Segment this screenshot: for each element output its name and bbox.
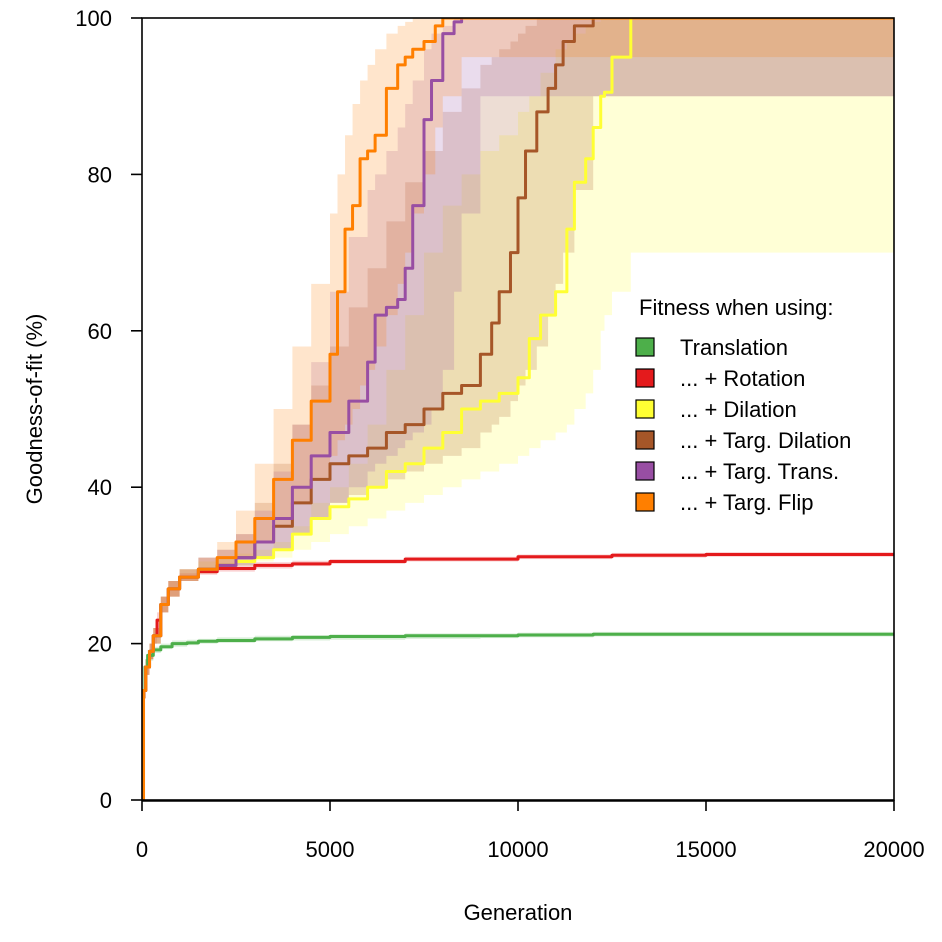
series-lines (142, 18, 894, 800)
band-rotation (142, 551, 894, 800)
legend-swatch (635, 430, 655, 450)
legend-label: ... + Targ. Trans. (680, 459, 839, 484)
series-line-targ-flip (142, 18, 894, 800)
legend-swatch (635, 492, 655, 512)
y-tick-label: 60 (88, 319, 112, 344)
x-tick-label: 5000 (306, 837, 355, 862)
series-line-translation (142, 632, 894, 800)
legend-swatch (635, 399, 655, 419)
legend-label: ... + Rotation (680, 366, 805, 391)
legend: Fitness when using: Translation ... + Rot… (635, 295, 851, 515)
y-axis-label: Goodness-of-fit (%) (22, 314, 47, 505)
legend-label: ... + Targ. Flip (680, 490, 813, 515)
confidence-bands (142, 18, 894, 800)
x-tick-label: 15000 (675, 837, 736, 862)
y-tick-label: 0 (100, 788, 112, 813)
x-tick-label: 0 (136, 837, 148, 862)
legend-swatch (635, 461, 655, 481)
y-tick-label: 40 (88, 475, 112, 500)
y-tick-label: 100 (75, 6, 112, 31)
legend-swatch (635, 368, 655, 388)
band-targ-dilation (142, 18, 894, 800)
legend-title: Fitness when using: (639, 295, 833, 320)
legend-label: Translation (680, 335, 788, 360)
x-tick-label: 20000 (863, 837, 924, 862)
legend-swatch (635, 337, 655, 357)
band-dilation (142, 18, 894, 800)
x-axis-label: Generation (464, 900, 573, 925)
x-tick-label: 10000 (487, 837, 548, 862)
series-line-rotation (142, 552, 894, 800)
band-targ-trans (142, 18, 894, 800)
band-translation (142, 631, 894, 800)
axes: 0 5000 10000 15000 20000 0 20 40 60 80 100 (75, 6, 924, 862)
band-targ-flip (142, 18, 894, 800)
y-tick-label: 20 (88, 632, 112, 657)
y-tick-label: 80 (88, 162, 112, 187)
legend-label: ... + Targ. Dilation (680, 428, 851, 453)
legend-label: ... + Dilation (680, 397, 797, 422)
